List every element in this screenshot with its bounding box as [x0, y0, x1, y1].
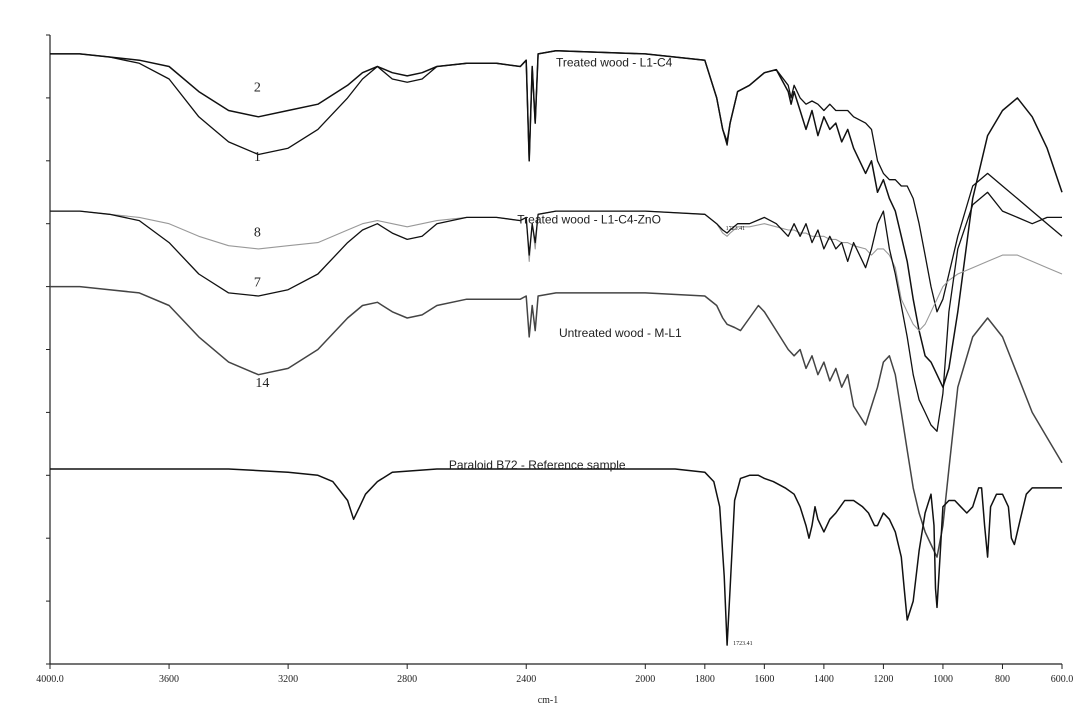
curve-number-label: 7: [254, 276, 261, 291]
spectrum-curve-8: [50, 210, 1063, 332]
series-treated-wood-l1-c4: [50, 49, 1063, 388]
x-tick-label: 3600: [159, 674, 179, 685]
x-tick-label: 4000.0: [36, 674, 64, 685]
series-layer: [50, 49, 1063, 646]
x-tick-label: 800: [995, 674, 1010, 685]
annotation-layer: Treated wood - L1-C4 Treated wood - L1-C4…: [254, 55, 753, 647]
spectrum-curve-14: [50, 285, 1063, 558]
x-tick-label: 3200: [278, 674, 298, 685]
x-tick-label: 2800: [397, 674, 417, 685]
x-axis-label: cm-1: [538, 695, 559, 706]
axes: [46, 34, 1062, 665]
curve-number-label: 1: [254, 150, 261, 165]
series-paraloid-b72-reference-sample: [50, 468, 1062, 646]
x-tick-label: 2400: [516, 674, 536, 685]
series-label: Paraloid B72 - Reference sample: [449, 458, 626, 472]
peak-label: 1723.41: [726, 226, 746, 232]
series-treated-wood-l1-c4-zno: [50, 191, 1063, 432]
curve-number-label: 2: [254, 81, 261, 96]
x-tick-label: 1000: [933, 674, 953, 685]
y-ticks: [46, 34, 50, 665]
peak-label: 1723.41: [733, 641, 753, 647]
x-ticks: 4000.0 3600 3200 2800 2400 2000 1800 1600 1400 12…: [36, 664, 1073, 685]
x-tick-label: 1400: [814, 674, 834, 685]
spectrum-curve: [50, 468, 1062, 646]
series-untreated-wood-m-l1: [50, 285, 1063, 558]
x-tick-label: 1800: [695, 674, 715, 685]
x-tick-label: 1200: [873, 674, 893, 685]
series-label: Treated wood - L1-C4-ZnO: [517, 213, 661, 227]
spectrum-curve-7: [50, 191, 1062, 432]
x-tick-label: 1600: [754, 674, 774, 685]
series-label: Untreated wood - M-L1: [559, 326, 682, 340]
x-tick-label: 600.0: [1051, 674, 1074, 685]
spectrum-curve-2: [50, 49, 1063, 388]
spectrum-curve-1: [50, 50, 1063, 313]
x-tick-label: 2000: [635, 674, 655, 685]
curve-number-label: 8: [254, 225, 261, 240]
curve-number-label: 14: [255, 376, 269, 391]
series-label: Treated wood - L1-C4: [556, 55, 673, 69]
